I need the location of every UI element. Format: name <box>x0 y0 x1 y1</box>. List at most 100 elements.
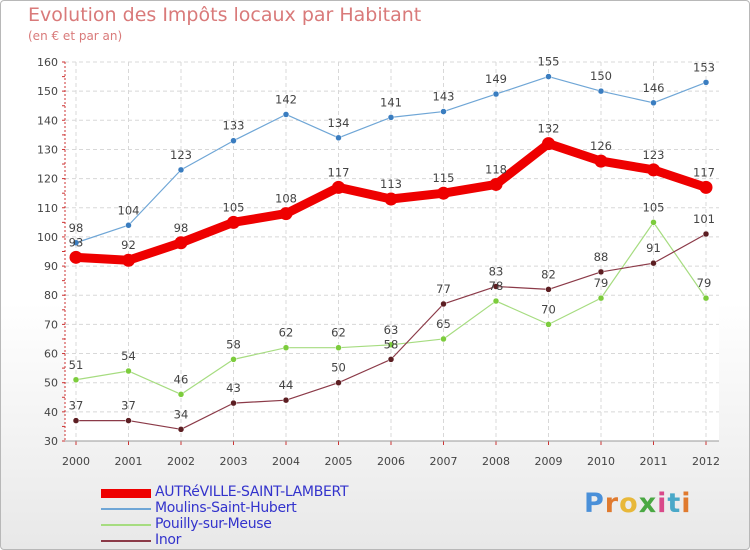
legend-item: AUTRéVILLE-SAINT-LAMBERT <box>101 484 401 501</box>
data-label: 101 <box>693 212 715 226</box>
data-label: 146 <box>643 81 665 95</box>
data-point <box>440 335 447 343</box>
data-point <box>387 356 395 363</box>
legend-swatch <box>101 524 151 526</box>
data-label: 62 <box>331 326 346 340</box>
data-point <box>125 367 132 375</box>
y-tick-label: 70 <box>44 318 58 331</box>
data-label: 132 <box>538 122 560 136</box>
data-labels: 93 92 98 105 108 117 113 115 118 132 126 123 117 98 10… <box>69 55 715 422</box>
logo-letter: r <box>604 488 620 519</box>
x-tick-label: 2005 <box>325 455 353 468</box>
x-tick-label: 2001 <box>115 455 143 468</box>
proxiti-logo: Proxiti <box>584 488 692 519</box>
data-point <box>597 268 605 276</box>
data-point <box>384 192 398 206</box>
data-point <box>230 137 237 144</box>
data-point <box>177 166 185 174</box>
data-label: 133 <box>223 119 245 133</box>
series-lines <box>69 73 713 433</box>
data-point <box>72 376 80 384</box>
data-label: 153 <box>693 60 715 74</box>
data-label: 34 <box>174 407 189 421</box>
data-point <box>177 426 185 433</box>
legend-label: Inor <box>155 532 182 548</box>
data-point <box>545 321 552 328</box>
x-tick-label: 2007 <box>430 455 458 468</box>
data-label: 50 <box>331 361 346 375</box>
data-label: 54 <box>121 349 136 363</box>
x-tick-label: 2006 <box>377 455 405 468</box>
data-point <box>387 341 395 349</box>
data-label: 126 <box>590 139 612 153</box>
data-point <box>545 73 552 80</box>
data-point <box>174 236 188 250</box>
data-label: 115 <box>433 171 455 185</box>
data-label: 37 <box>121 399 136 413</box>
y-tick-label: 120 <box>37 173 58 186</box>
legend-label: Moulins-Saint-Hubert <box>155 500 297 516</box>
data-point <box>492 90 500 98</box>
y-tick-label: 160 <box>37 56 58 69</box>
data-label: 123 <box>643 148 665 162</box>
data-label: 117 <box>693 165 715 179</box>
y-tick-label: 130 <box>37 143 58 156</box>
plot-area <box>65 62 719 441</box>
x-tick-label: 2010 <box>587 455 615 468</box>
data-point <box>437 186 450 200</box>
legend-swatch <box>101 540 151 542</box>
legend-item: Inor <box>101 532 401 549</box>
data-point <box>492 283 500 290</box>
data-label: 105 <box>223 200 245 214</box>
data-label: 79 <box>594 276 609 290</box>
data-point <box>440 108 447 115</box>
data-label: 70 <box>541 302 556 316</box>
data-label: 98 <box>174 221 189 235</box>
x-tick-label: 2000 <box>62 455 90 468</box>
data-point <box>597 87 605 95</box>
data-point <box>230 356 237 363</box>
x-tick-label: 2009 <box>535 455 563 468</box>
y-tick-label: 100 <box>37 231 58 244</box>
chart-subtitle: (en € et par an) <box>28 29 123 43</box>
data-label: 43 <box>226 381 241 395</box>
data-point <box>594 154 608 168</box>
data-point <box>650 259 657 267</box>
data-label: 113 <box>380 177 402 191</box>
x-tick-label: 2003 <box>220 455 248 468</box>
x-tick-label: 2002 <box>167 455 195 468</box>
logo-letter: t <box>667 488 682 519</box>
data-point <box>702 294 710 302</box>
data-point <box>440 300 447 308</box>
data-point <box>650 219 657 226</box>
data-point <box>282 344 290 351</box>
y-tick-label: 110 <box>37 202 58 215</box>
x-tick-label: 2011 <box>640 455 668 468</box>
data-label: 98 <box>69 221 84 235</box>
data-label: 108 <box>275 192 297 206</box>
data-label: 77 <box>436 282 451 296</box>
data-label: 78 <box>489 279 504 293</box>
data-point <box>387 114 395 121</box>
data-label: 46 <box>174 372 189 386</box>
data-point <box>702 79 710 86</box>
chart-title: Evolution des Impôts locaux par Habitant <box>28 4 422 26</box>
data-label: 44 <box>279 378 294 392</box>
x-tick-label: 2012 <box>692 455 720 468</box>
grid-lines <box>65 61 719 441</box>
data-label: 123 <box>170 148 192 162</box>
data-label: 92 <box>121 238 136 252</box>
x-tick-label: 2004 <box>272 455 300 468</box>
logo-letter: i <box>681 488 692 519</box>
data-point <box>177 391 185 398</box>
data-point <box>542 137 555 151</box>
x-tick-label: 2008 <box>482 455 510 468</box>
data-label: 65 <box>436 317 451 331</box>
data-point <box>122 253 135 267</box>
data-point <box>125 222 132 229</box>
y-tick-label: 140 <box>37 114 58 127</box>
legend-item: Moulins-Saint-Hubert <box>101 500 401 517</box>
y-tick-label: 40 <box>44 406 58 419</box>
